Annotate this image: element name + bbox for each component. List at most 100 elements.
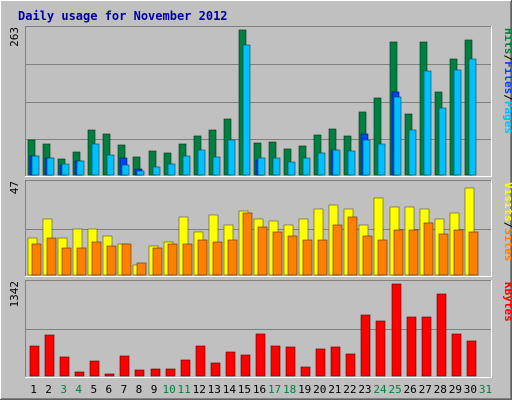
bar-kbytes-day-21: [330, 346, 341, 377]
x-tick-label-day-20: 20: [313, 383, 326, 396]
bar-kbytes-day-27: [421, 316, 432, 377]
bar-hits-day-13: [208, 129, 217, 176]
series-sites: [31, 212, 479, 276]
bar-sites-day-19: [302, 239, 313, 276]
x-tick-label-day-9: 9: [151, 383, 158, 396]
x-tick-label-day-18: 18: [283, 383, 296, 396]
legend-part: /: [502, 55, 512, 62]
bar-pages-day-9: [152, 166, 161, 176]
bar-kbytes-day-16: [255, 333, 266, 377]
bar-pages-day-8: [136, 170, 145, 176]
x-tick-label-day-7: 7: [121, 383, 128, 396]
bar-pages-day-19: [302, 157, 311, 176]
bar-sites-day-7: [121, 243, 132, 276]
bar-kbytes-day-8: [134, 369, 145, 377]
x-tick-label-day-29: 29: [449, 383, 462, 396]
bar-pages-day-3: [61, 163, 70, 176]
legend-part: KBytes: [502, 282, 512, 322]
bar-pages-day-25: [393, 96, 402, 176]
bar-sites-day-15: [242, 212, 253, 276]
bar-kbytes-day-29: [451, 333, 462, 377]
legend-part: /: [502, 222, 512, 229]
bar-sites-day-30: [468, 231, 479, 276]
x-tick-label-day-13: 13: [208, 383, 221, 396]
bar-sites-day-10: [167, 243, 178, 276]
bar-sites-day-24: [377, 239, 388, 276]
bar-pages-day-13: [212, 156, 221, 176]
bar-sites-day-23: [362, 235, 373, 276]
series-pages: [31, 44, 477, 176]
bar-kbytes-day-25: [391, 283, 402, 377]
x-tick-label-day-12: 12: [193, 383, 206, 396]
bar-sites-day-26: [408, 229, 419, 276]
bar-pages-day-20: [317, 152, 326, 176]
legend-part: /: [502, 94, 512, 101]
x-tick-label-day-11: 11: [178, 383, 191, 396]
x-tick-label-day-22: 22: [343, 383, 356, 396]
bar-sites-day-8: [136, 262, 147, 276]
bar-kbytes-day-18: [285, 346, 296, 377]
bar-pages-day-22: [347, 150, 356, 176]
bar-pages-day-26: [408, 129, 417, 176]
bar-hits-day-24: [373, 97, 382, 176]
bar-pages-day-1: [31, 155, 40, 176]
bar-kbytes-day-30: [466, 340, 477, 377]
x-tick-label-day-15: 15: [238, 383, 251, 396]
bar-pages-day-18: [287, 161, 296, 176]
chart-title: Daily usage for November 2012: [18, 9, 228, 23]
x-tick-label-day-24: 24: [373, 383, 387, 396]
bar-sites-day-17: [272, 231, 283, 276]
bar-kbytes-day-4: [74, 371, 85, 377]
bar-pages-day-15: [242, 44, 251, 176]
x-tick-label-day-5: 5: [90, 383, 97, 396]
bar-kbytes-day-23: [360, 314, 371, 377]
bar-sites-day-20: [317, 239, 328, 276]
bar-kbytes-day-5: [89, 360, 100, 377]
x-tick-label-day-3: 3: [60, 383, 67, 396]
bar-pages-day-16: [257, 157, 266, 176]
y-max-label: 263: [8, 27, 21, 47]
legend-part: Files: [502, 61, 512, 94]
bar-sites-day-6: [106, 245, 117, 276]
bar-kbytes-day-7: [119, 355, 130, 377]
x-tick-label-day-23: 23: [358, 383, 371, 396]
bar-sites-day-1: [31, 243, 42, 276]
bar-sites-day-5: [91, 241, 102, 276]
bar-sites-day-4: [76, 247, 87, 276]
bar-sites-day-2: [46, 237, 57, 276]
x-tick-label-day-25: 25: [388, 383, 401, 396]
bar-pages-day-17: [272, 157, 281, 176]
x-tick-label-day-31: 31: [479, 383, 492, 396]
bar-kbytes-day-3: [59, 356, 70, 377]
bar-pages-day-7: [121, 164, 130, 176]
x-tick-label-day-8: 8: [136, 383, 143, 396]
bar-kbytes-day-6: [104, 373, 115, 377]
bar-kbytes-day-22: [345, 353, 356, 377]
bar-hits-day-9: [148, 150, 157, 176]
x-tick-label-day-6: 6: [106, 383, 113, 396]
x-tick-label-day-14: 14: [223, 383, 237, 396]
x-tick-label-day-2: 2: [45, 383, 52, 396]
bar-sites-day-9: [152, 247, 163, 276]
bar-pages-day-30: [468, 58, 477, 176]
legend-part: Pages: [502, 101, 512, 134]
y-max-label: 1342: [8, 281, 21, 308]
x-tick-label-day-4: 4: [75, 383, 82, 396]
bar-kbytes-day-26: [406, 316, 417, 377]
bar-kbytes-day-20: [315, 348, 326, 377]
bar-pages-day-12: [197, 149, 206, 176]
bar-pages-day-24: [377, 143, 386, 176]
bar-sites-day-25: [393, 229, 404, 276]
bar-pages-day-21: [332, 149, 341, 176]
bar-pages-day-10: [167, 163, 176, 176]
x-tick-label-day-16: 16: [253, 383, 266, 396]
series-kbytes: [29, 283, 477, 377]
bar-kbytes-day-14: [225, 351, 236, 377]
x-tick-label-day-27: 27: [419, 383, 432, 396]
panel-visits-sites: 47 Visits/Sites: [8, 180, 512, 277]
bar-sites-day-12: [197, 239, 208, 276]
bar-sites-day-16: [257, 226, 268, 276]
bar-kbytes-day-19: [300, 366, 311, 377]
panel-kbytes: 1342 KBytes: [8, 280, 512, 378]
